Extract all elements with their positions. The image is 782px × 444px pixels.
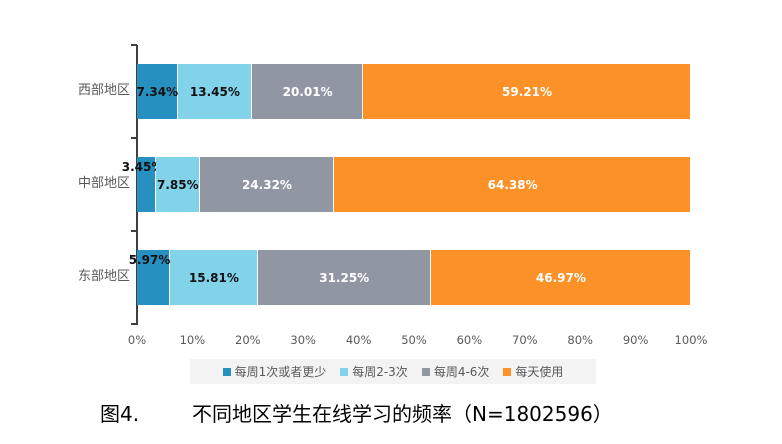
segment-weekly-once: [137, 250, 171, 305]
legend-swatch: [421, 367, 430, 376]
category-label-west: 西部地区: [77, 83, 130, 98]
segment-weekly-4-6: [199, 157, 335, 212]
x-tick-label: 60%: [456, 333, 483, 347]
bar-east: 5.97% 15.81% 31.25% 46.97%: [129, 250, 691, 305]
y-axis-tick: [131, 137, 137, 139]
segment-daily: [334, 157, 691, 212]
data-label: 31.25%: [319, 270, 370, 285]
data-label: 15.81%: [188, 270, 239, 285]
x-tick-label: 80%: [567, 333, 593, 347]
x-tick-label: 30%: [290, 333, 316, 347]
legend-label: 每天使用: [515, 365, 564, 379]
data-label: 59.21%: [502, 84, 553, 99]
segment-weekly-4-6: [252, 64, 364, 119]
x-tick-label: 90%: [622, 333, 649, 347]
legend: 每周1次或者更少 每周2-3次 每周4-6次 每天使用: [190, 359, 596, 384]
data-label: 46.97%: [535, 270, 586, 285]
figure-number: 图4.: [100, 402, 140, 426]
data-label: 5.97%: [128, 253, 171, 267]
data-label: 24.32%: [241, 177, 292, 192]
legend-swatch: [340, 367, 349, 376]
data-label: 7.85%: [157, 177, 199, 192]
segment-weekly-2-3: [177, 64, 253, 119]
legend-label: 每周4-6次: [433, 365, 490, 379]
segment-weekly-2-3: [156, 157, 200, 212]
data-label: 3.45%: [121, 160, 164, 174]
x-tick-label: 50%: [401, 333, 427, 347]
bar-central: 3.45% 7.85% 24.32% 64.38%: [122, 157, 691, 212]
figure-caption: 图4. 不同地区学生在线学习的频率（N=1802596）: [100, 398, 613, 427]
y-axis-tick: [131, 44, 137, 46]
segment-weekly-4-6: [257, 250, 431, 305]
y-axis-tick: [131, 230, 137, 232]
data-label: 64.38%: [487, 177, 538, 192]
legend-swatch: [503, 367, 512, 376]
x-tick-label: 20%: [235, 333, 261, 347]
segment-daily: [363, 64, 692, 119]
x-tick-label: 100%: [674, 333, 708, 347]
segment-weekly-once: [137, 157, 157, 212]
x-tick-label: 40%: [345, 333, 372, 347]
legend-item-weekly-once: 每周1次或者更少: [222, 363, 327, 380]
legend-swatch: [222, 367, 231, 376]
category-label-central: 中部地区: [77, 176, 130, 191]
data-label: 20.01%: [282, 84, 333, 99]
legend-item-weekly-2-3: 每周2-3次: [340, 363, 408, 380]
y-axis-tick: [131, 323, 137, 325]
data-label: 13.45%: [189, 84, 240, 99]
x-tick-label: 70%: [512, 333, 538, 347]
x-tick-label: 10%: [179, 333, 206, 347]
legend-label: 每周1次或者更少: [234, 365, 327, 379]
data-label: 7.34%: [136, 84, 179, 99]
figure-title: 不同地区学生在线学习的频率（N=1802596）: [192, 402, 613, 426]
bar-west: 7.34% 13.45% 20.01% 59.21%: [136, 64, 692, 119]
category-label-east: 东部地区: [77, 269, 130, 284]
segment-daily: [430, 250, 691, 305]
legend-item-daily: 每天使用: [503, 363, 563, 380]
segment-weekly-2-3: [170, 250, 258, 305]
legend-item-weekly-4-6: 每周4-6次: [421, 363, 490, 380]
segment-weekly-once: [137, 64, 178, 119]
legend-label: 每周2-3次: [352, 365, 408, 379]
x-tick-label: 0%: [127, 333, 147, 347]
